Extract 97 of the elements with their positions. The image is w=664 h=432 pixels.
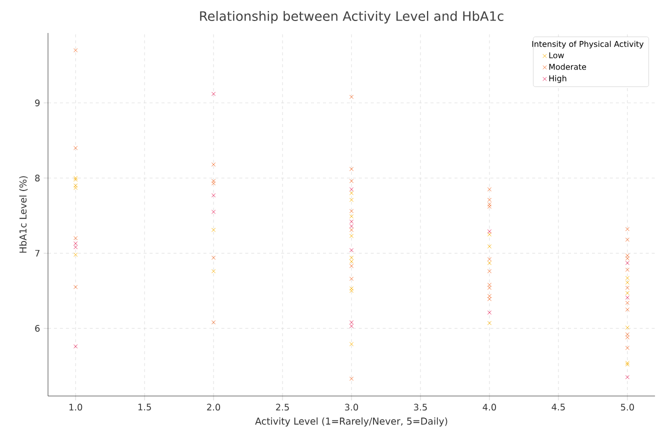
point	[625, 276, 630, 280]
point	[349, 94, 354, 99]
point	[625, 300, 630, 305]
x-tick-label: 1.0	[69, 404, 82, 411]
point	[211, 162, 216, 167]
point	[349, 191, 354, 196]
point	[211, 178, 216, 184]
point	[487, 204, 492, 209]
y-axis-title: HbA1c Level (%)	[19, 176, 28, 253]
point	[349, 320, 354, 324]
point	[349, 187, 354, 192]
chart-title: Relationship between Activity Level and HbA1c	[200, 10, 504, 24]
point	[74, 241, 78, 246]
x-tick-label: 3.0	[345, 404, 358, 411]
point	[625, 335, 630, 340]
x-tick-label: 5.0	[620, 404, 634, 411]
point	[74, 245, 78, 250]
point	[349, 288, 354, 293]
point	[211, 228, 216, 232]
point	[487, 296, 492, 302]
point	[349, 178, 354, 184]
point	[625, 227, 630, 232]
point	[625, 307, 630, 312]
y-tick-label: 8	[35, 174, 40, 182]
point	[211, 92, 216, 96]
point	[74, 176, 78, 180]
point	[487, 269, 492, 274]
point	[625, 286, 630, 290]
point	[487, 187, 492, 192]
point	[487, 321, 492, 326]
point	[74, 177, 78, 182]
point	[487, 198, 492, 202]
point	[74, 344, 78, 348]
point	[625, 346, 630, 350]
point	[211, 269, 216, 274]
point	[74, 146, 78, 150]
point	[74, 252, 78, 257]
point	[74, 236, 78, 240]
point	[349, 259, 354, 264]
point	[211, 181, 216, 186]
point	[487, 244, 492, 249]
point	[487, 294, 492, 298]
point	[349, 256, 354, 260]
point	[625, 260, 630, 266]
point	[625, 268, 630, 272]
point	[349, 248, 354, 252]
y-tick-label: 9	[35, 100, 40, 106]
point	[74, 284, 78, 290]
point	[487, 310, 492, 315]
point	[349, 198, 354, 202]
point	[211, 193, 216, 198]
point	[487, 202, 492, 206]
y-tick-label: 6	[35, 324, 40, 332]
point	[625, 290, 630, 296]
y-tick-label: 7	[35, 250, 40, 256]
point	[349, 234, 354, 238]
point	[487, 229, 492, 234]
point	[487, 257, 492, 262]
point	[625, 375, 630, 380]
point	[625, 362, 630, 367]
point	[211, 210, 216, 214]
x-tick-label: 2.5	[276, 404, 289, 411]
point	[487, 282, 492, 287]
x-tick-label: 2.0	[207, 404, 220, 411]
point	[349, 214, 354, 218]
point	[625, 280, 630, 285]
x-tick-label: 4.5	[552, 404, 565, 410]
x-tick-label: 3.5	[414, 404, 427, 411]
point	[349, 166, 354, 172]
point	[349, 376, 354, 381]
point	[625, 253, 630, 258]
point	[487, 260, 492, 266]
point	[349, 264, 354, 268]
point	[211, 320, 216, 324]
point	[625, 332, 630, 336]
point	[74, 186, 78, 190]
point	[625, 295, 630, 300]
x-tick-label: 4.0	[482, 404, 496, 411]
point	[349, 276, 354, 281]
point	[625, 256, 630, 261]
point	[74, 183, 78, 188]
point	[625, 360, 630, 366]
x-tick-label: 1.5	[138, 404, 151, 410]
point	[74, 48, 78, 52]
point	[349, 286, 354, 291]
point	[349, 220, 354, 224]
point	[349, 324, 354, 328]
point	[349, 228, 354, 232]
point	[487, 286, 492, 290]
point	[211, 256, 216, 260]
x-axis-title: Activity Level (1=Rarely/Never, 5=Daily)	[255, 417, 448, 427]
point	[349, 209, 354, 214]
point	[487, 232, 492, 236]
point	[349, 342, 354, 346]
point	[625, 238, 630, 242]
point	[625, 326, 630, 330]
point	[349, 224, 354, 228]
